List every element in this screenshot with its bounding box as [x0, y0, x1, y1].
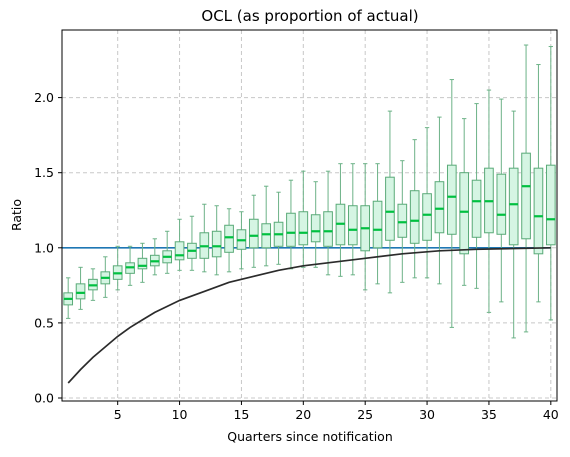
box-body: [545, 164, 556, 246]
box-4: [100, 256, 111, 298]
box-3: [88, 268, 98, 301]
x-tick-label: 35: [481, 407, 497, 422]
box-15: [236, 211, 247, 270]
box-body: [496, 173, 507, 235]
box-36: [496, 98, 507, 303]
box-5: [112, 245, 123, 291]
x-tick-label: 5: [114, 407, 122, 422]
box-16: [248, 194, 259, 268]
curve-group: [67, 246, 551, 384]
x-tick-label: 30: [419, 407, 435, 422]
box-25: [360, 163, 371, 291]
box-14: [224, 208, 234, 273]
box-24: [347, 163, 358, 276]
box-body: [459, 172, 470, 255]
box-19: [286, 179, 296, 270]
box-body: [137, 257, 148, 270]
box-17: [261, 185, 272, 267]
box-body: [75, 283, 86, 300]
box-27: [385, 110, 395, 294]
box-body: [211, 230, 222, 258]
box-8: [149, 238, 160, 276]
box-body: [422, 193, 432, 241]
y-axis-label: Ratio: [9, 199, 24, 231]
box-body: [397, 203, 408, 238]
box-6: [125, 245, 135, 286]
x-tick-label: 20: [295, 407, 311, 422]
box-22: [323, 170, 333, 276]
box-38: [521, 44, 531, 333]
y-tick-label: 0.5: [34, 315, 54, 330]
box-body: [471, 179, 482, 238]
x-tick-label: 15: [233, 407, 249, 422]
y-tick-label: 1.5: [34, 165, 54, 180]
y-tick-label: 2.0: [34, 90, 54, 105]
box-body: [248, 218, 259, 249]
x-tick-label: 40: [543, 407, 559, 422]
box-9: [162, 230, 173, 274]
box-40: [545, 46, 556, 321]
box-32: [446, 79, 457, 328]
box-7: [137, 242, 148, 283]
box-31: [434, 116, 445, 285]
x-axis-label: Quarters since notification: [227, 429, 393, 444]
box-18: [273, 191, 284, 265]
boxes-group: [63, 44, 556, 339]
box-10: [174, 218, 185, 271]
box-body: [298, 211, 309, 246]
box-33: [459, 118, 470, 286]
box-body: [224, 224, 234, 253]
box-37: [508, 110, 519, 339]
chart-title: OCL (as proportion of actual): [201, 7, 418, 25]
box-body: [286, 212, 296, 247]
x-tick-label: 25: [357, 407, 373, 422]
y-tick-label: 1.0: [34, 240, 54, 255]
y-tick-label: 0.0: [34, 390, 54, 405]
x-tick-label: 10: [172, 407, 188, 422]
box-body: [372, 200, 383, 249]
box-12: [199, 203, 210, 273]
box-body: [434, 181, 445, 234]
box-20: [298, 170, 309, 268]
box-2: [75, 266, 86, 310]
box-body: [409, 190, 420, 244]
box-body: [521, 152, 531, 240]
box-body: [310, 214, 321, 243]
box-28: [397, 160, 408, 283]
box-13: [211, 205, 222, 276]
box-29: [409, 139, 420, 279]
ticks-group: 5 10 15 20 25 30 35 40 0.0 0.5 1.0 1.5 2.0: [34, 90, 559, 422]
box-body: [174, 241, 185, 261]
grid-lines: [62, 30, 557, 401]
box-26: [372, 163, 383, 285]
box-body: [385, 176, 395, 241]
box-body: [508, 167, 519, 246]
box-body: [533, 167, 544, 255]
box-30: [422, 127, 432, 279]
box-body: [446, 164, 457, 235]
box-body: [261, 223, 272, 249]
plot-frame: [61, 29, 558, 402]
box-body: [347, 205, 358, 246]
decay-curve: [67, 246, 551, 384]
box-39: [533, 64, 544, 303]
box-11: [187, 215, 197, 271]
box-body: [323, 211, 333, 247]
box-34: [471, 103, 482, 289]
box-1: [63, 277, 74, 319]
box-23: [335, 163, 346, 277]
box-21: [310, 181, 321, 268]
box-35: [484, 89, 494, 313]
